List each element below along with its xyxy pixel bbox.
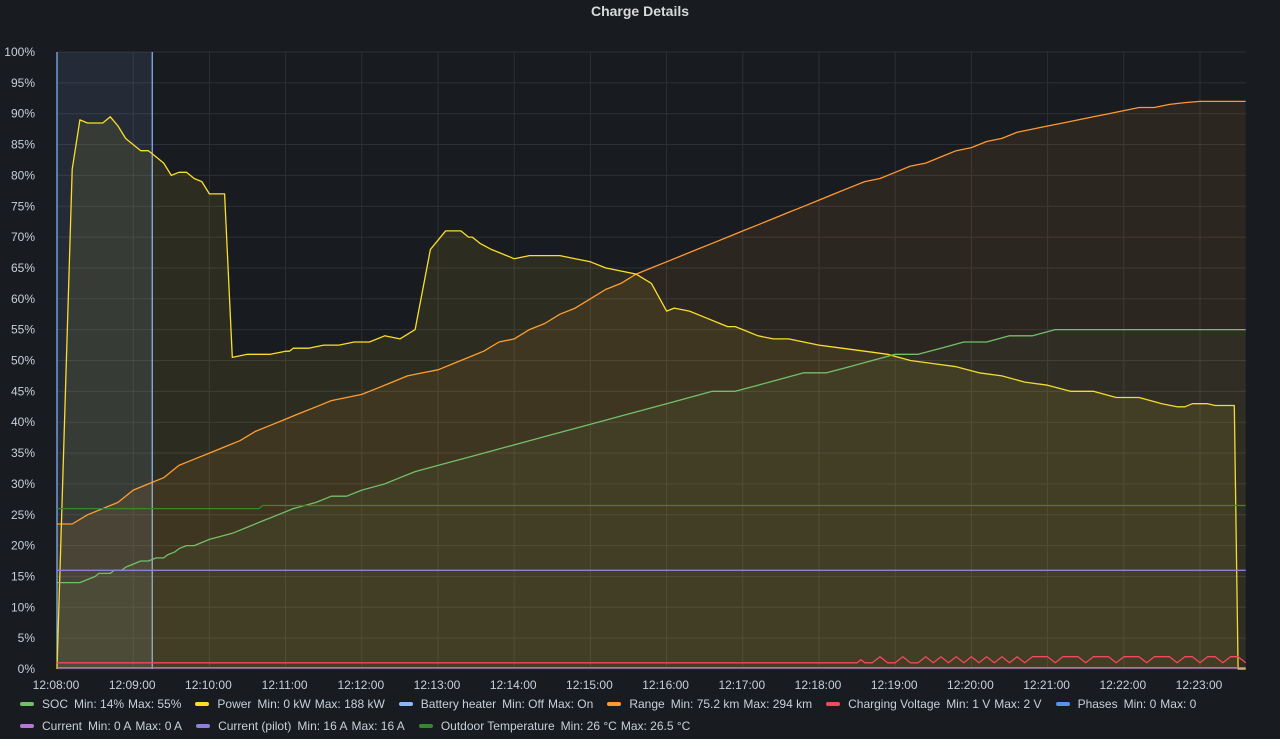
legend-swatch [826, 701, 841, 706]
x-tick-label: 12:11:00 [262, 678, 308, 692]
legend-max: Max: 188 kW [314, 697, 385, 711]
legend-max: Max: 0 [1160, 697, 1197, 711]
y-tick-label: 50% [11, 354, 35, 368]
legend-max: Max: 16 A [351, 719, 405, 733]
outdoor-temperature-line[interactable] [57, 504, 1246, 510]
legend-label: Battery heater [420, 697, 497, 711]
legend-row: Current Min: 0 A Max: 0 A Current (pilot) Mi… [20, 718, 704, 734]
soc-area [57, 329, 1246, 669]
legend-item-phases[interactable]: Phases Min: 0 Max: 0 [1055, 696, 1201, 712]
x-tick-label: 12:08:00 [33, 678, 80, 692]
legend-item-battery-heater[interactable]: Battery heater Min: Off Max: On [398, 696, 598, 712]
legend-min: Min: 0 kW [257, 697, 311, 711]
legend-swatch [195, 701, 210, 706]
legend-label: Phases [1077, 697, 1118, 711]
y-tick-label: 100% [4, 45, 35, 59]
legend-min: Min: 26 °C [560, 719, 617, 733]
y-tick-label: 90% [11, 107, 35, 121]
y-tick-label: 5% [18, 631, 36, 645]
x-axis: 12:08:00 12:09:00 12:10:00 12:11:00 12:12:00… [33, 678, 1223, 692]
legend-min: Min: 0 A [88, 719, 132, 733]
y-tick-label: 65% [11, 261, 35, 275]
legend-swatch [20, 723, 34, 728]
x-tick-label: 12:17:00 [718, 678, 765, 692]
legend-label: SOC [42, 697, 69, 711]
charge-details-chart[interactable]: 0% 5% 10% 15% 20% 25% 30% 35% 40% 45% 50% 55% 60% 65%… [0, 0, 1280, 700]
y-tick-label: 10% [11, 600, 35, 614]
time-selection [56, 52, 153, 669]
y-tick-label: 30% [11, 477, 35, 491]
y-tick-label: 45% [11, 384, 35, 398]
legend-swatch [20, 701, 34, 706]
y-tick-label: 80% [11, 168, 35, 182]
charging-voltage-line[interactable] [57, 656, 1247, 664]
legend-label: Current [42, 719, 83, 733]
legend-swatch [418, 723, 433, 728]
y-tick-label: 55% [11, 323, 35, 337]
legend-item-soc[interactable]: SOC Min: 14% Max: 55% [20, 696, 185, 712]
x-tick-label: 12:16:00 [642, 678, 689, 692]
legend-max: Max: 55% [128, 697, 182, 711]
legend-min: Min: 14% [74, 697, 125, 711]
y-tick-label: 20% [11, 539, 35, 553]
y-tick-label: 95% [11, 76, 35, 90]
legend-swatch [607, 701, 622, 706]
x-tick-label: 12:13:00 [414, 678, 461, 692]
legend-max: Max: 294 km [743, 697, 813, 711]
power-line[interactable] [56, 116, 1246, 670]
y-tick-label: 25% [11, 508, 35, 522]
legend-label: Charging Voltage [848, 697, 941, 711]
legend-min: Min: 16 A [297, 719, 348, 733]
legend-swatch [398, 701, 413, 706]
legend-max: Max: 0 A [135, 719, 183, 733]
soc-line[interactable] [57, 328, 1246, 584]
power-area [57, 116, 1246, 670]
x-tick-label: 12:21:00 [1023, 678, 1070, 692]
x-tick-label: 12:23:00 [1176, 678, 1223, 692]
legend-min: Min: 75.2 km [670, 697, 740, 711]
x-tick-label: 12:19:00 [871, 678, 918, 692]
y-tick-label: 70% [11, 230, 35, 244]
panel-title[interactable]: Charge Details [590, 3, 690, 19]
y-tick-label: 35% [11, 446, 35, 460]
legend-min: Min: 1 V [946, 697, 991, 711]
legend-item-charging-voltage[interactable]: Charging Voltage Min: 1 V Max: 2 V [826, 696, 1045, 712]
legend-label: Power [217, 697, 252, 711]
x-tick-label: 12:15:00 [566, 678, 613, 692]
y-axis: 0% 5% 10% 15% 20% 25% 30% 35% 40% 45% 50% 55% 60% 65%… [4, 45, 35, 676]
x-tick-label: 12:10:00 [185, 678, 232, 692]
legend-item-current[interactable]: Current Min: 0 A Max: 0 A [20, 718, 186, 734]
legend-swatch [196, 723, 211, 728]
y-tick-label: 60% [11, 292, 35, 306]
legend-max: Max: 26.5 °C [620, 719, 691, 733]
legend-row: SOC Min: 14% Max: 55% Power Min: 0 kW Max: 18… [20, 696, 1210, 712]
legend-min: Min: Off [502, 697, 544, 711]
legend-label: Outdoor Temperature [440, 719, 555, 733]
range-line[interactable] [57, 100, 1246, 525]
legend-item-current-pilot[interactable]: Current (pilot) Min: 16 A Max: 16 A [196, 718, 409, 734]
legend-max: Max: On [547, 697, 594, 711]
x-tick-label: 12:14:00 [490, 678, 537, 692]
x-tick-label: 12:09:00 [109, 678, 156, 692]
x-tick-label: 12:20:00 [947, 678, 994, 692]
legend-max: Max: 2 V [994, 697, 1042, 711]
legend-label: Current (pilot) [218, 719, 292, 733]
y-tick-label: 15% [11, 569, 35, 583]
legend-item-outdoor-temperature[interactable]: Outdoor Temperature Min: 26 °C Max: 26.5 °… [418, 718, 695, 734]
x-tick-label: 12:12:00 [337, 678, 384, 692]
y-tick-label: 85% [11, 138, 35, 152]
legend-swatch [1055, 701, 1070, 706]
x-tick-label: 12:22:00 [1099, 678, 1146, 692]
range-area [57, 101, 1246, 669]
legend-label: Range [629, 697, 665, 711]
y-tick-label: 0% [18, 662, 36, 676]
x-tick-label: 12:18:00 [795, 678, 842, 692]
y-tick-label: 75% [11, 199, 35, 213]
chart-series [56, 100, 1247, 670]
legend-min: Min: 0 [1123, 697, 1157, 711]
selection-region[interactable] [57, 52, 153, 669]
y-tick-label: 40% [11, 415, 35, 429]
legend-item-power[interactable]: Power Min: 0 kW Max: 188 kW [195, 696, 388, 712]
legend-item-range[interactable]: Range Min: 75.2 km Max: 294 km [607, 696, 816, 712]
